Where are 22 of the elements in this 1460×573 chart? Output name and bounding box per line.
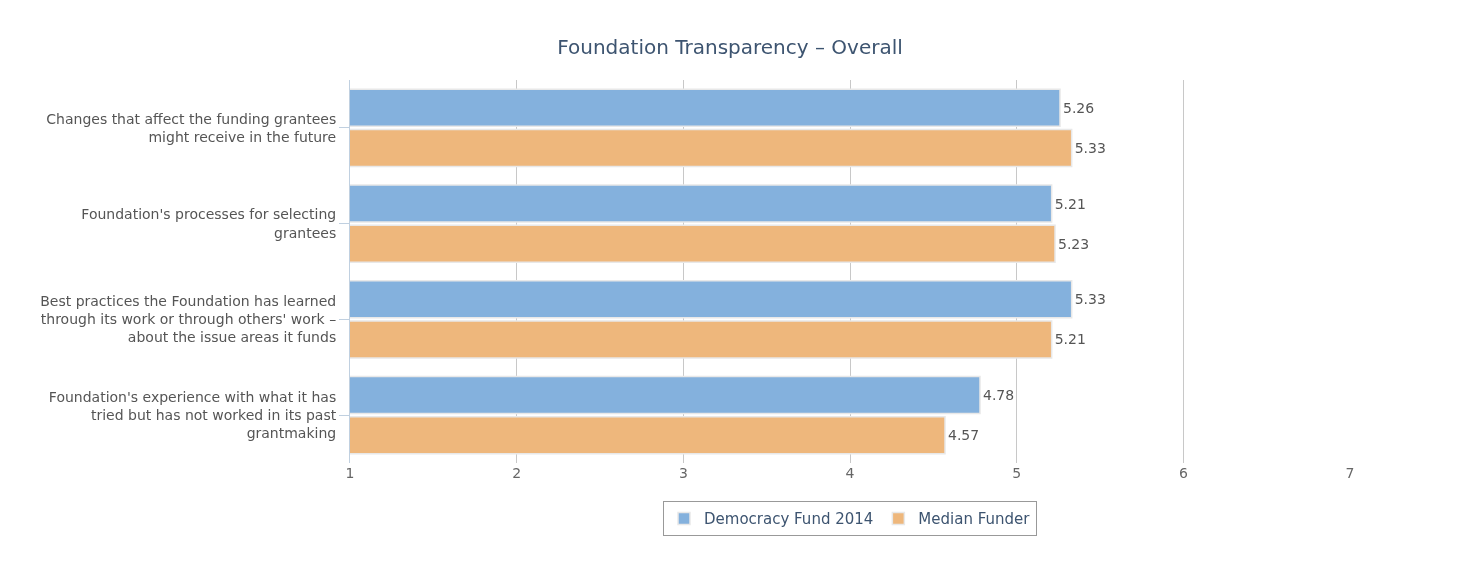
x-tick-label: 2: [512, 465, 522, 481]
y-tick-label: Best practices the Foundation has learned through its work or through others' work – about the issue areas it funds: [40, 293, 337, 346]
y-tick-label: Foundation's experience with what it has tried but has not worked in its past grantmaking: [48, 388, 337, 442]
data-label: 5.26: [1063, 99, 1095, 116]
x-tick-label: 6: [1178, 465, 1188, 481]
data-label: 4.57: [948, 427, 980, 444]
x-tick-label: 7: [1345, 465, 1355, 481]
y-tick-label: Changes that affect the funding grantees might receive in the future: [46, 110, 337, 145]
legend-label: Democracy Fund 2014: [704, 510, 874, 529]
x-tick-label: 4: [845, 465, 855, 481]
y-tick-label: Foundation's processes for selecting grantees: [81, 206, 337, 241]
data-label: 5.21: [1054, 331, 1086, 348]
data-label: 5.33: [1074, 139, 1106, 156]
legend-label: Median Funder: [918, 510, 1031, 529]
data-label: 5.23: [1058, 235, 1090, 252]
x-tick-label: 3: [678, 465, 688, 481]
data-label: 5.21: [1054, 195, 1086, 212]
x-tick-label: 5: [1012, 465, 1022, 481]
x-tick-label: 1: [345, 465, 355, 481]
chart-title: Foundation Transparency – Overall: [557, 35, 903, 60]
data-label: 4.78: [983, 387, 1015, 404]
data-label: 5.33: [1074, 291, 1106, 308]
